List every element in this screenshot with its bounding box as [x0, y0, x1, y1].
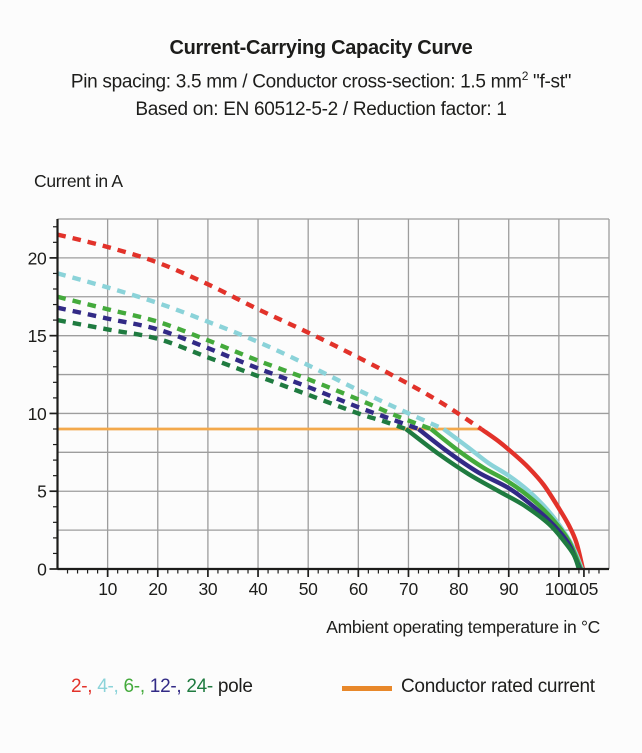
chart-subtitle-2: Based on: EN 60512-5-2 / Reduction facto…	[135, 99, 507, 121]
rated-current-swatch	[342, 685, 392, 691]
x-tick-label-10: 10	[98, 579, 117, 599]
x-axis-title: Ambient operating temperature in °C	[326, 617, 600, 637]
x-tick-label-80: 80	[449, 579, 468, 599]
x-tick-label-70: 70	[399, 579, 418, 599]
curve-2-pole-solid-segment	[479, 427, 586, 570]
y-tick-label-0: 0	[37, 560, 47, 580]
y-tick-label-10: 10	[28, 404, 47, 424]
chart-title: Current-Carrying Capacity Curve	[169, 37, 473, 59]
y-axis-title: Current in A	[34, 171, 123, 191]
x-tick-label-60: 60	[349, 579, 368, 599]
curve-24-pole-solid-segment	[404, 427, 581, 570]
chart-header: Current-Carrying Capacity Curve Pin spac…	[0, 34, 642, 124]
x-tick-label-40: 40	[249, 579, 268, 599]
y-tick-label-20: 20	[28, 248, 47, 268]
x-tick-label-90: 90	[499, 579, 518, 599]
legend-pole-item-12-pole: 12-,	[149, 676, 187, 697]
x-tick-label-105: 105	[570, 579, 598, 599]
curve-4-pole-dashed-segment	[56, 271, 445, 432]
curve-12-pole-dashed-segment	[57, 305, 420, 432]
legend-pole-labels: 2-, 4-, 6-, 12-, 24- pole	[71, 676, 253, 698]
chart-subtitle-1: Pin spacing: 3.5 mm / Conductor cross-se…	[70, 69, 572, 93]
legend-pole-item-4-pole: 4-,	[97, 676, 124, 697]
x-tick-label-50: 50	[299, 579, 318, 599]
legend-pole-suffix: pole	[212, 676, 253, 697]
legend-pole-item-2-pole: 2-,	[71, 676, 98, 697]
y-tick-label-15: 15	[28, 326, 47, 346]
legend-pole-item-6-pole: 6-,	[123, 676, 150, 697]
x-tick-label-30: 30	[198, 579, 217, 599]
curve-2-pole-dashed-segment	[56, 232, 483, 431]
y-tick-label-5: 5	[37, 482, 46, 502]
curve-6-pole-dashed-segment	[56, 294, 432, 432]
x-tick-label-100: 100	[545, 579, 574, 599]
rated-current-label: Conductor rated current	[401, 676, 595, 697]
x-tick-label-20: 20	[148, 579, 167, 599]
legend-pole-item-24-pole: 24-	[186, 676, 213, 697]
curve-24-pole-dashed-segment	[57, 317, 407, 432]
legend-rated-current: Conductor rated current	[342, 676, 595, 698]
